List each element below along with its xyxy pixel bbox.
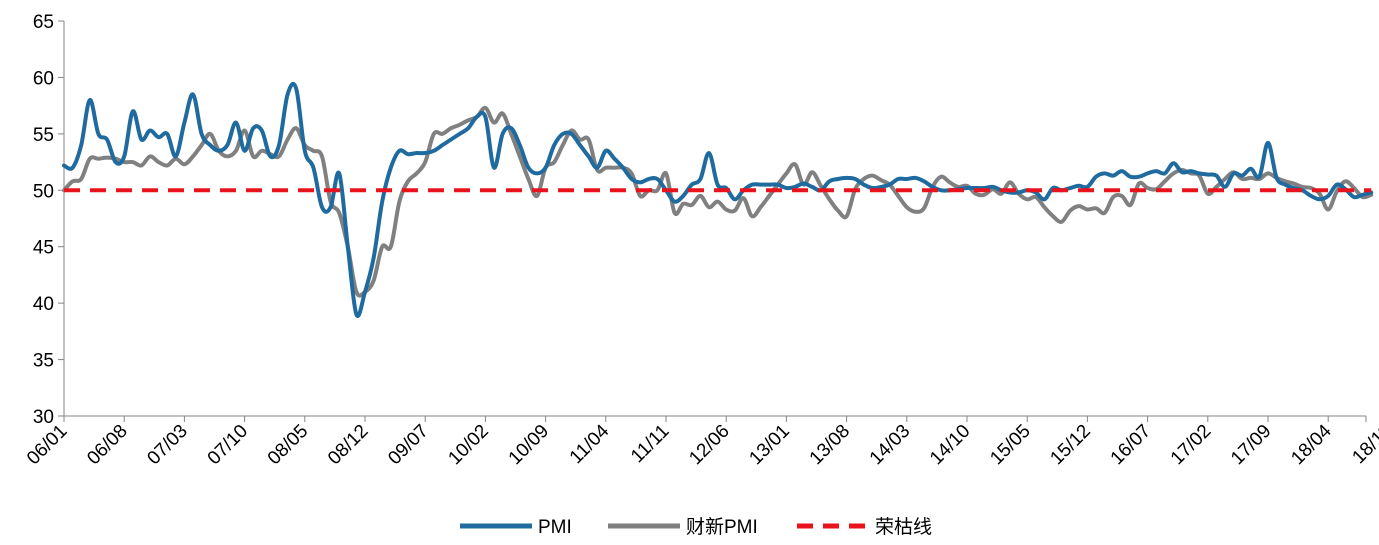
y-tick-label: 60 [33, 68, 54, 89]
x-tick-label: 10/09 [505, 421, 553, 469]
x-tick-label: 08/05 [264, 421, 312, 469]
y-tick-label: 55 [33, 125, 54, 146]
x-tick-label: 13/08 [806, 421, 854, 469]
y-tick-label: 50 [33, 181, 54, 202]
legend: PMI 财新PMI 荣枯线 [460, 516, 932, 538]
x-tick-label: 07/10 [204, 421, 252, 469]
y-tick-label: 65 [33, 12, 54, 33]
legend-item-boom-bust: 荣枯线 [797, 516, 932, 538]
legend-item-pmi: PMI [460, 517, 572, 538]
legend-label: 财新PMI [686, 516, 758, 538]
x-tick-label: 13/01 [745, 421, 793, 469]
legend-label: 荣枯线 [875, 516, 932, 538]
x-tick-label: 12/06 [685, 421, 733, 469]
x-tick-label: 15/12 [1046, 421, 1094, 469]
y-tick-label: 45 [33, 238, 54, 259]
x-tick-label: 14/10 [926, 421, 974, 469]
x-tick-label: 18/11 [1348, 421, 1379, 468]
x-tick-label: 18/04 [1287, 420, 1336, 469]
x-tick-label: 09/07 [384, 421, 432, 469]
x-tick-label: 11/04 [566, 420, 614, 468]
x-tick-label: 16/07 [1107, 421, 1155, 469]
x-tick-label: 10/02 [444, 421, 492, 469]
y-tick-label: 35 [33, 351, 54, 372]
x-tick-label: 15/05 [986, 421, 1034, 469]
x-tick-label: 17/02 [1167, 421, 1215, 469]
caixin-pmi-series-line [62, 105, 1374, 298]
x-tick-label: 08/12 [324, 421, 372, 469]
x-tick-label: 14/03 [866, 421, 914, 469]
x-tick-label: 17/09 [1227, 421, 1275, 469]
x-tick-label: 06/08 [83, 421, 131, 469]
y-tick-label: 40 [33, 294, 54, 315]
x-tick-label: 11/11 [627, 421, 673, 467]
legend-label: PMI [538, 517, 572, 538]
x-tick-label: 07/03 [143, 421, 191, 469]
pmi-series-line [62, 81, 1374, 319]
legend-item-caixin-pmi: 财新PMI [608, 516, 758, 538]
y-tick-label: 30 [33, 407, 54, 428]
series-layer [62, 81, 1374, 319]
